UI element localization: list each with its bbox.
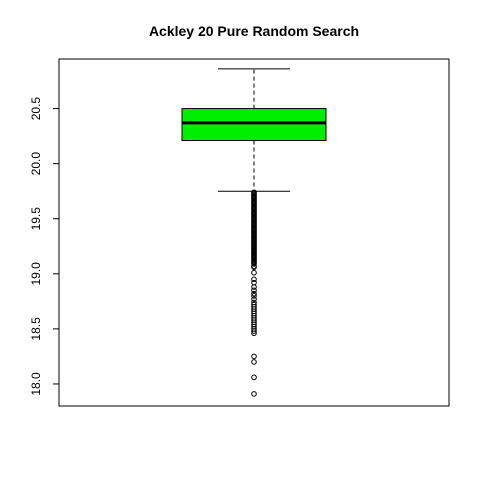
outlier-point	[251, 330, 257, 337]
outlier-point	[251, 391, 257, 397]
outlier-point	[251, 353, 257, 360]
y-axis: 18.0 18.5 19.0 19.5 20.0 20.5	[29, 97, 60, 396]
y-tick-label: 20.5	[29, 97, 43, 121]
iqr-box	[181, 108, 327, 142]
outlier-point	[251, 374, 257, 381]
y-tick-label: 18.0	[29, 372, 43, 396]
outlier-point	[251, 284, 257, 290]
outlier-point	[251, 293, 257, 299]
y-tick-label: 18.5	[29, 317, 43, 341]
y-tick-label: 19.0	[29, 262, 43, 286]
box-group	[181, 68, 327, 192]
outlier-point	[251, 290, 257, 297]
outlier-point	[251, 269, 257, 276]
y-tick-label: 20.0	[29, 152, 43, 176]
outlier-point	[251, 261, 257, 267]
outlier-point	[251, 328, 257, 334]
outlier-group	[251, 189, 257, 397]
y-tick-label: 19.5	[29, 207, 43, 231]
outlier-point	[251, 296, 257, 302]
outlier-point	[251, 264, 257, 271]
outlier-point	[251, 276, 257, 283]
outlier-point	[251, 287, 257, 294]
outlier-point	[251, 359, 257, 365]
chart-title: Ackley 20 Pure Random Search	[149, 23, 359, 39]
